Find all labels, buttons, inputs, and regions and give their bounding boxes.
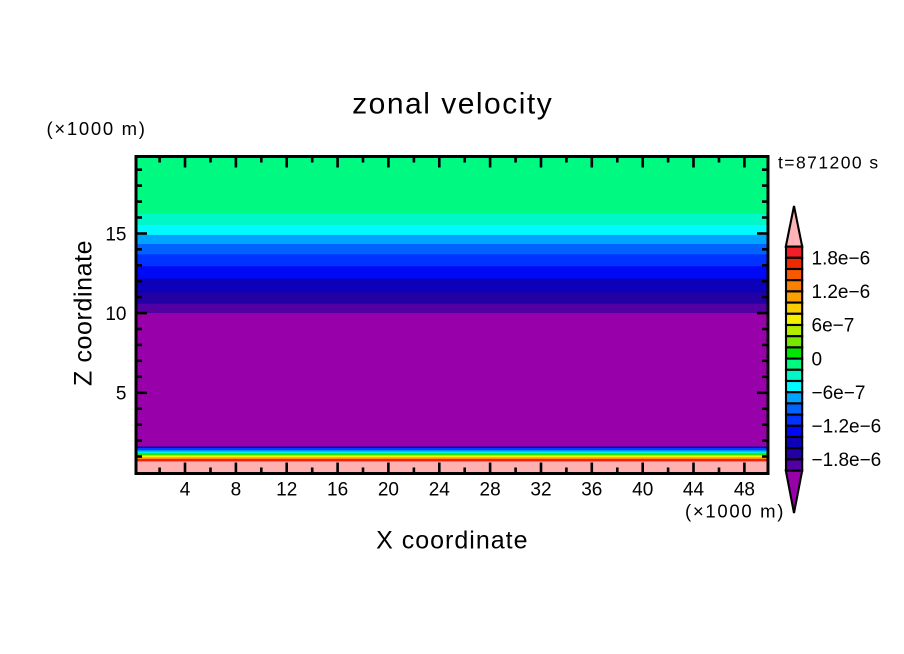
svg-text:10: 10 [105,304,126,325]
svg-text:1.2e−6: 1.2e−6 [812,282,871,303]
svg-text:1.8e−6: 1.8e−6 [812,249,871,270]
svg-text:−6e−7: −6e−7 [812,383,866,404]
svg-text:X coordinate: X coordinate [376,527,528,555]
svg-text:44: 44 [683,480,705,501]
svg-text:36: 36 [581,480,602,501]
svg-text:zonal velocity: zonal velocity [352,88,553,121]
svg-text:16: 16 [327,480,348,501]
svg-text:48: 48 [734,480,755,501]
svg-text:24: 24 [429,480,451,501]
svg-text:−1.8e−6: −1.8e−6 [812,450,882,471]
svg-text:40: 40 [632,480,653,501]
svg-text:(×1000 m): (×1000 m) [685,501,785,522]
svg-text:−1.2e−6: −1.2e−6 [812,417,882,438]
svg-text:8: 8 [231,480,242,501]
svg-text:6e−7: 6e−7 [812,316,855,337]
svg-text:4: 4 [180,480,191,501]
svg-text:5: 5 [116,384,127,405]
svg-text:t=871200 s: t=871200 s [778,153,880,173]
svg-text:20: 20 [378,480,399,501]
svg-text:Z coordinate: Z coordinate [70,240,98,386]
svg-text:28: 28 [480,480,501,501]
svg-text:15: 15 [105,224,126,245]
svg-text:12: 12 [276,480,297,501]
svg-text:(×1000 m): (×1000 m) [47,118,147,139]
svg-text:0: 0 [812,349,823,370]
svg-text:32: 32 [530,480,551,501]
